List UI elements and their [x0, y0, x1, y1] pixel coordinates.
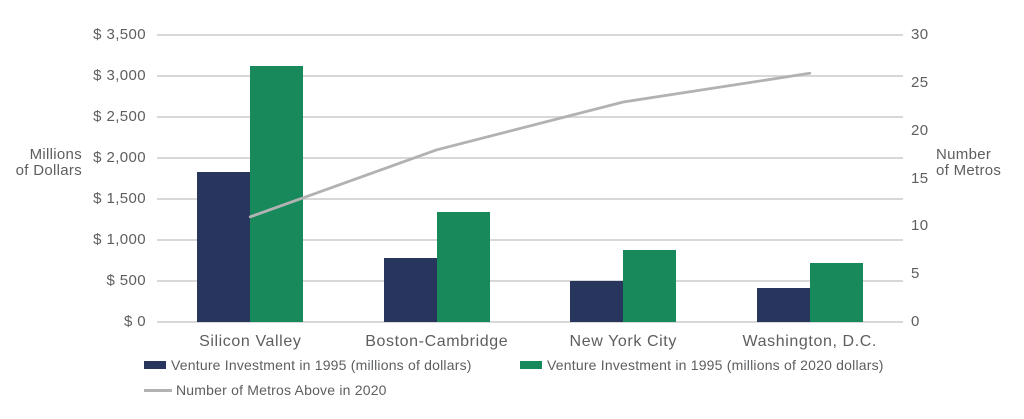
- right-axis-title-line1: Number: [936, 146, 992, 163]
- legend-swatch-line: [144, 388, 172, 392]
- left-axis-tick-label: $ 2,500: [93, 108, 146, 125]
- bar-adjusted: [809, 262, 863, 322]
- legend-label-2020-dollars: Venture Investment in 1995 (millions of …: [547, 357, 884, 373]
- bar-adjusted: [250, 66, 304, 322]
- gridline: [157, 280, 903, 282]
- gridline: [157, 116, 903, 118]
- category-label: Silicon Valley: [199, 333, 302, 350]
- right-axis-title: Number of Metros: [936, 147, 1024, 179]
- bar-nominal: [197, 171, 251, 322]
- left-axis-tick-label: $ 500: [106, 272, 146, 289]
- bar-adjusted: [623, 249, 677, 322]
- legend-item-1995-dollars: Venture Investment in 1995 (millions of …: [144, 357, 472, 373]
- left-axis-tick-label: $ 3,000: [93, 67, 146, 84]
- gridline: [157, 239, 903, 241]
- left-axis-tick-label: $ 2,000: [93, 149, 146, 166]
- right-axis-tick-label: 30: [911, 26, 929, 43]
- legend-item-2020-dollars: Venture Investment in 1995 (millions of …: [520, 357, 884, 373]
- bar-nominal: [383, 258, 437, 322]
- legend-label-1995-dollars: Venture Investment in 1995 (millions of …: [171, 357, 472, 373]
- category-label: New York City: [569, 333, 677, 350]
- bar-adjusted: [436, 212, 490, 322]
- bar-nominal: [756, 287, 810, 322]
- legend-item-metros-line: Number of Metros Above in 2020: [144, 382, 387, 398]
- left-axis-tick-label: $ 3,500: [93, 26, 146, 43]
- right-axis-tick-label: 10: [911, 217, 929, 235]
- gridline: [157, 34, 903, 36]
- category-label: Washington, D.C.: [742, 333, 877, 350]
- left-axis-tick-label: $ 1,500: [93, 190, 146, 207]
- legend-swatch-green: [520, 361, 542, 369]
- left-axis-title-line1: Millions: [29, 146, 82, 163]
- right-axis-tick-label: 20: [911, 121, 929, 139]
- left-axis-tick-label: $ 0: [123, 313, 146, 330]
- legend-swatch-navy: [144, 361, 166, 369]
- metros-trend-line: [248, 71, 812, 219]
- left-axis-title: Millions of Dollars: [0, 147, 82, 179]
- category-label: Boston-Cambridge: [365, 333, 509, 350]
- left-axis-title-line2: of Dollars: [15, 162, 82, 179]
- right-axis-tick-label: 5: [911, 265, 920, 283]
- gridline: [157, 157, 903, 159]
- legend-label-metros-line: Number of Metros Above in 2020: [176, 382, 387, 398]
- right-axis-tick-label: 15: [911, 169, 929, 187]
- left-axis-tick-label: $ 1,000: [93, 231, 146, 248]
- right-axis-tick-label: 0: [911, 313, 920, 330]
- gridline: [157, 198, 903, 200]
- gridline: [157, 75, 903, 77]
- gridline: [157, 321, 903, 323]
- bar-nominal: [570, 281, 624, 322]
- right-axis-title-line2: of Metros: [936, 162, 1002, 179]
- right-axis-tick-label: 25: [911, 73, 929, 91]
- plot-area: [157, 34, 903, 323]
